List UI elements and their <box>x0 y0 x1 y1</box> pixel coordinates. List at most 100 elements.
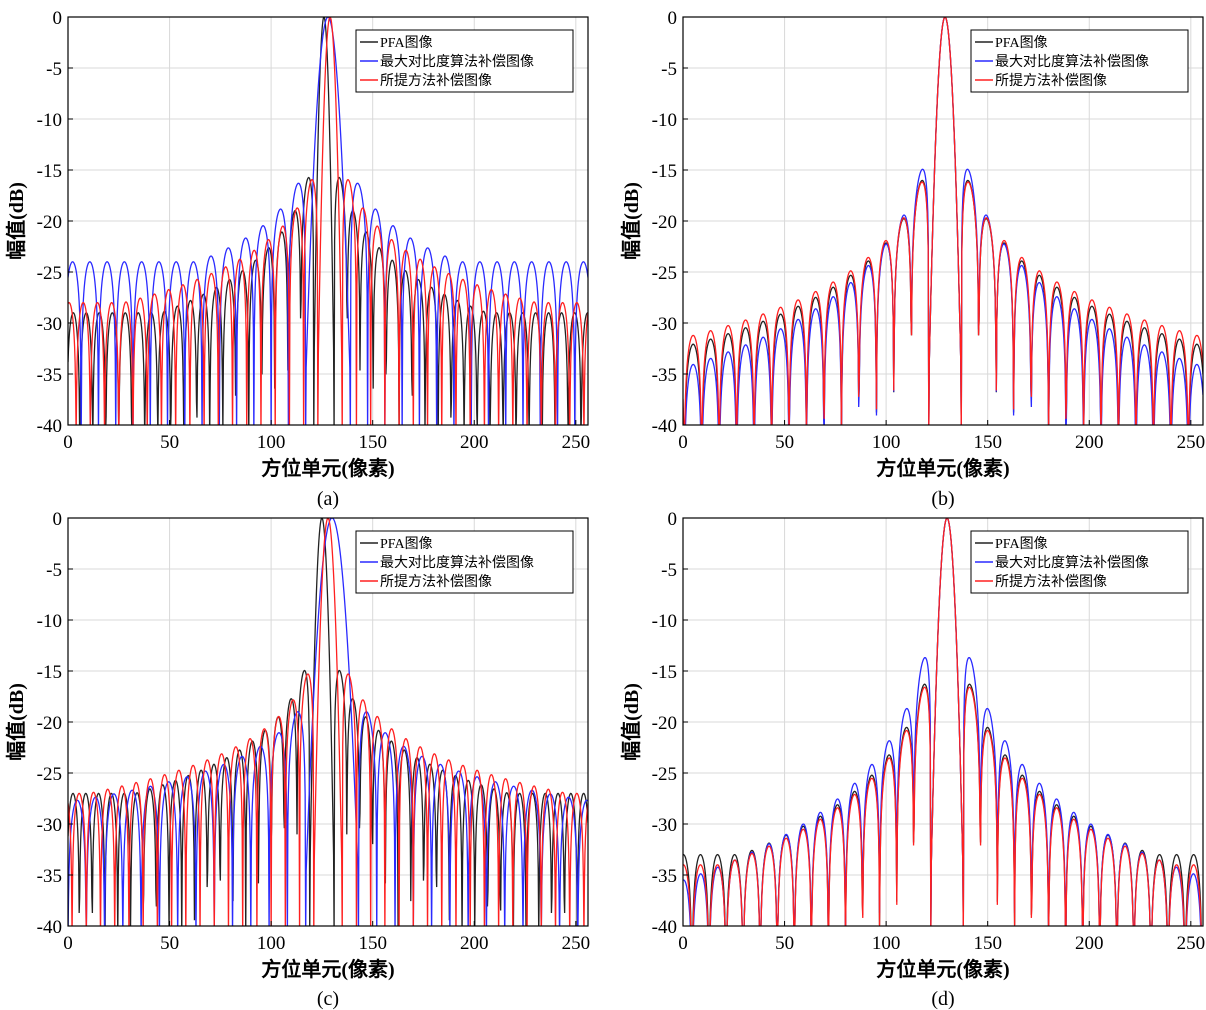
y-tick-label: -25 <box>652 764 677 785</box>
x-tick-label: 200 <box>1075 933 1104 954</box>
legend-label: PFA图像 <box>995 35 1048 51</box>
y-tick-label: -10 <box>37 611 62 632</box>
y-axis-label: 幅值(dB) <box>619 683 643 761</box>
legend-label: PFA图像 <box>995 536 1048 552</box>
y-tick-label: -35 <box>37 365 62 386</box>
chart-panel-1: 0 50 100 150 200 250 0 -5 -10 -15 -20 -25 -30 -35 -40 方… <box>4 8 590 510</box>
legend-box <box>355 29 574 93</box>
legend-label: PFA图像 <box>380 35 433 51</box>
x-tick-label: 100 <box>872 432 901 453</box>
chart-panel-3: 0 50 100 150 200 250 0 -5 -10 -15 -20 -25 -30 -35 -40 方… <box>4 509 590 1010</box>
series-line-1 <box>68 518 588 926</box>
legend-box <box>970 29 1189 93</box>
legend-label: PFA图像 <box>380 536 433 552</box>
y-tick-label: -35 <box>652 866 677 887</box>
legend-label: 所提方法补偿图像 <box>995 574 1107 590</box>
legend-label: 所提方法补偿图像 <box>380 574 492 590</box>
x-tick-label: 150 <box>973 933 1002 954</box>
y-tick-label: -25 <box>37 764 62 785</box>
x-axis-label: 方位单元(像素) <box>261 456 394 480</box>
series-line-3 <box>68 17 588 425</box>
y-axis-label: 幅值(dB) <box>4 683 28 761</box>
y-tick-label: -15 <box>37 161 62 182</box>
x-tick-label: 100 <box>257 933 286 954</box>
y-tick-label: 0 <box>53 8 63 29</box>
y-tick-label: -10 <box>37 110 62 131</box>
y-tick-label: -40 <box>37 416 62 437</box>
y-tick-label: -20 <box>652 212 677 233</box>
x-axis-label: 方位单元(像素) <box>876 957 1009 981</box>
legend-box <box>970 530 1189 594</box>
x-tick-label: 250 <box>562 432 591 453</box>
y-tick-label: 0 <box>668 8 678 29</box>
x-tick-label: 200 <box>1075 432 1104 453</box>
x-axis-label: 方位单元(像素) <box>261 957 394 981</box>
y-tick-label: -30 <box>37 314 62 335</box>
legend-label: 所提方法补偿图像 <box>380 73 492 89</box>
y-tick-label: -25 <box>37 263 62 284</box>
chart-panel-4: 0 50 100 150 200 250 0 -5 -10 -15 -20 -25 -30 -35 -40 方… <box>619 509 1205 1010</box>
y-tick-label: -25 <box>652 263 677 284</box>
series-line-1 <box>68 17 588 425</box>
y-tick-label: 0 <box>53 509 63 530</box>
y-tick-label: -10 <box>652 611 677 632</box>
x-tick-label: 50 <box>775 432 794 453</box>
y-tick-label: -30 <box>37 815 62 836</box>
panel-label: (a) <box>317 488 339 510</box>
y-tick-label: -30 <box>652 815 677 836</box>
x-axis-label: 方位单元(像素) <box>876 456 1009 480</box>
y-axis-label: 幅值(dB) <box>4 182 28 260</box>
legend-label: 所提方法补偿图像 <box>995 73 1107 89</box>
x-tick-label: 250 <box>1177 933 1206 954</box>
x-tick-label: 100 <box>257 432 286 453</box>
x-tick-label: 150 <box>358 933 387 954</box>
panel-label: (b) <box>931 488 954 510</box>
y-tick-label: -30 <box>652 314 677 335</box>
y-tick-label: -5 <box>661 59 677 80</box>
x-tick-label: 200 <box>460 432 489 453</box>
y-tick-label: -35 <box>652 365 677 386</box>
y-tick-label: -5 <box>46 59 62 80</box>
x-tick-label: 50 <box>160 432 179 453</box>
y-tick-label: -20 <box>652 713 677 734</box>
series-line-3 <box>683 17 1203 425</box>
y-tick-label: -35 <box>37 866 62 887</box>
x-tick-label: 150 <box>358 432 387 453</box>
series-line-3 <box>683 518 1202 926</box>
legend-label: 最大对比度算法补偿图像 <box>380 555 534 571</box>
y-tick-label: -10 <box>652 110 677 131</box>
x-tick-label: 150 <box>973 432 1002 453</box>
y-tick-label: -20 <box>37 713 62 734</box>
y-tick-label: -40 <box>652 917 677 938</box>
x-tick-label: 0 <box>678 933 688 954</box>
x-tick-label: 50 <box>160 933 179 954</box>
series-line-3 <box>68 518 588 926</box>
y-tick-label: -5 <box>661 560 677 581</box>
x-tick-label: 0 <box>678 432 688 453</box>
panel-label: (d) <box>931 988 954 1010</box>
x-tick-label: 50 <box>775 933 794 954</box>
y-tick-label: -40 <box>37 917 62 938</box>
legend-label: 最大对比度算法补偿图像 <box>995 555 1149 571</box>
y-axis-label: 幅值(dB) <box>619 182 643 260</box>
legend-box <box>355 530 574 594</box>
legend-label: 最大对比度算法补偿图像 <box>380 54 534 70</box>
x-tick-label: 100 <box>872 933 901 954</box>
y-tick-label: -15 <box>652 662 677 683</box>
x-tick-label: 200 <box>460 933 489 954</box>
legend-label: 最大对比度算法补偿图像 <box>995 54 1149 70</box>
y-tick-label: -15 <box>652 161 677 182</box>
y-tick-label: 0 <box>668 509 678 530</box>
panel-label: (c) <box>317 988 339 1010</box>
series-line-2 <box>68 17 588 425</box>
y-tick-label: -20 <box>37 212 62 233</box>
y-tick-label: -40 <box>652 416 677 437</box>
y-tick-label: -15 <box>37 662 62 683</box>
y-tick-label: -5 <box>46 560 62 581</box>
x-tick-label: 250 <box>1177 432 1206 453</box>
x-tick-label: 0 <box>63 432 73 453</box>
